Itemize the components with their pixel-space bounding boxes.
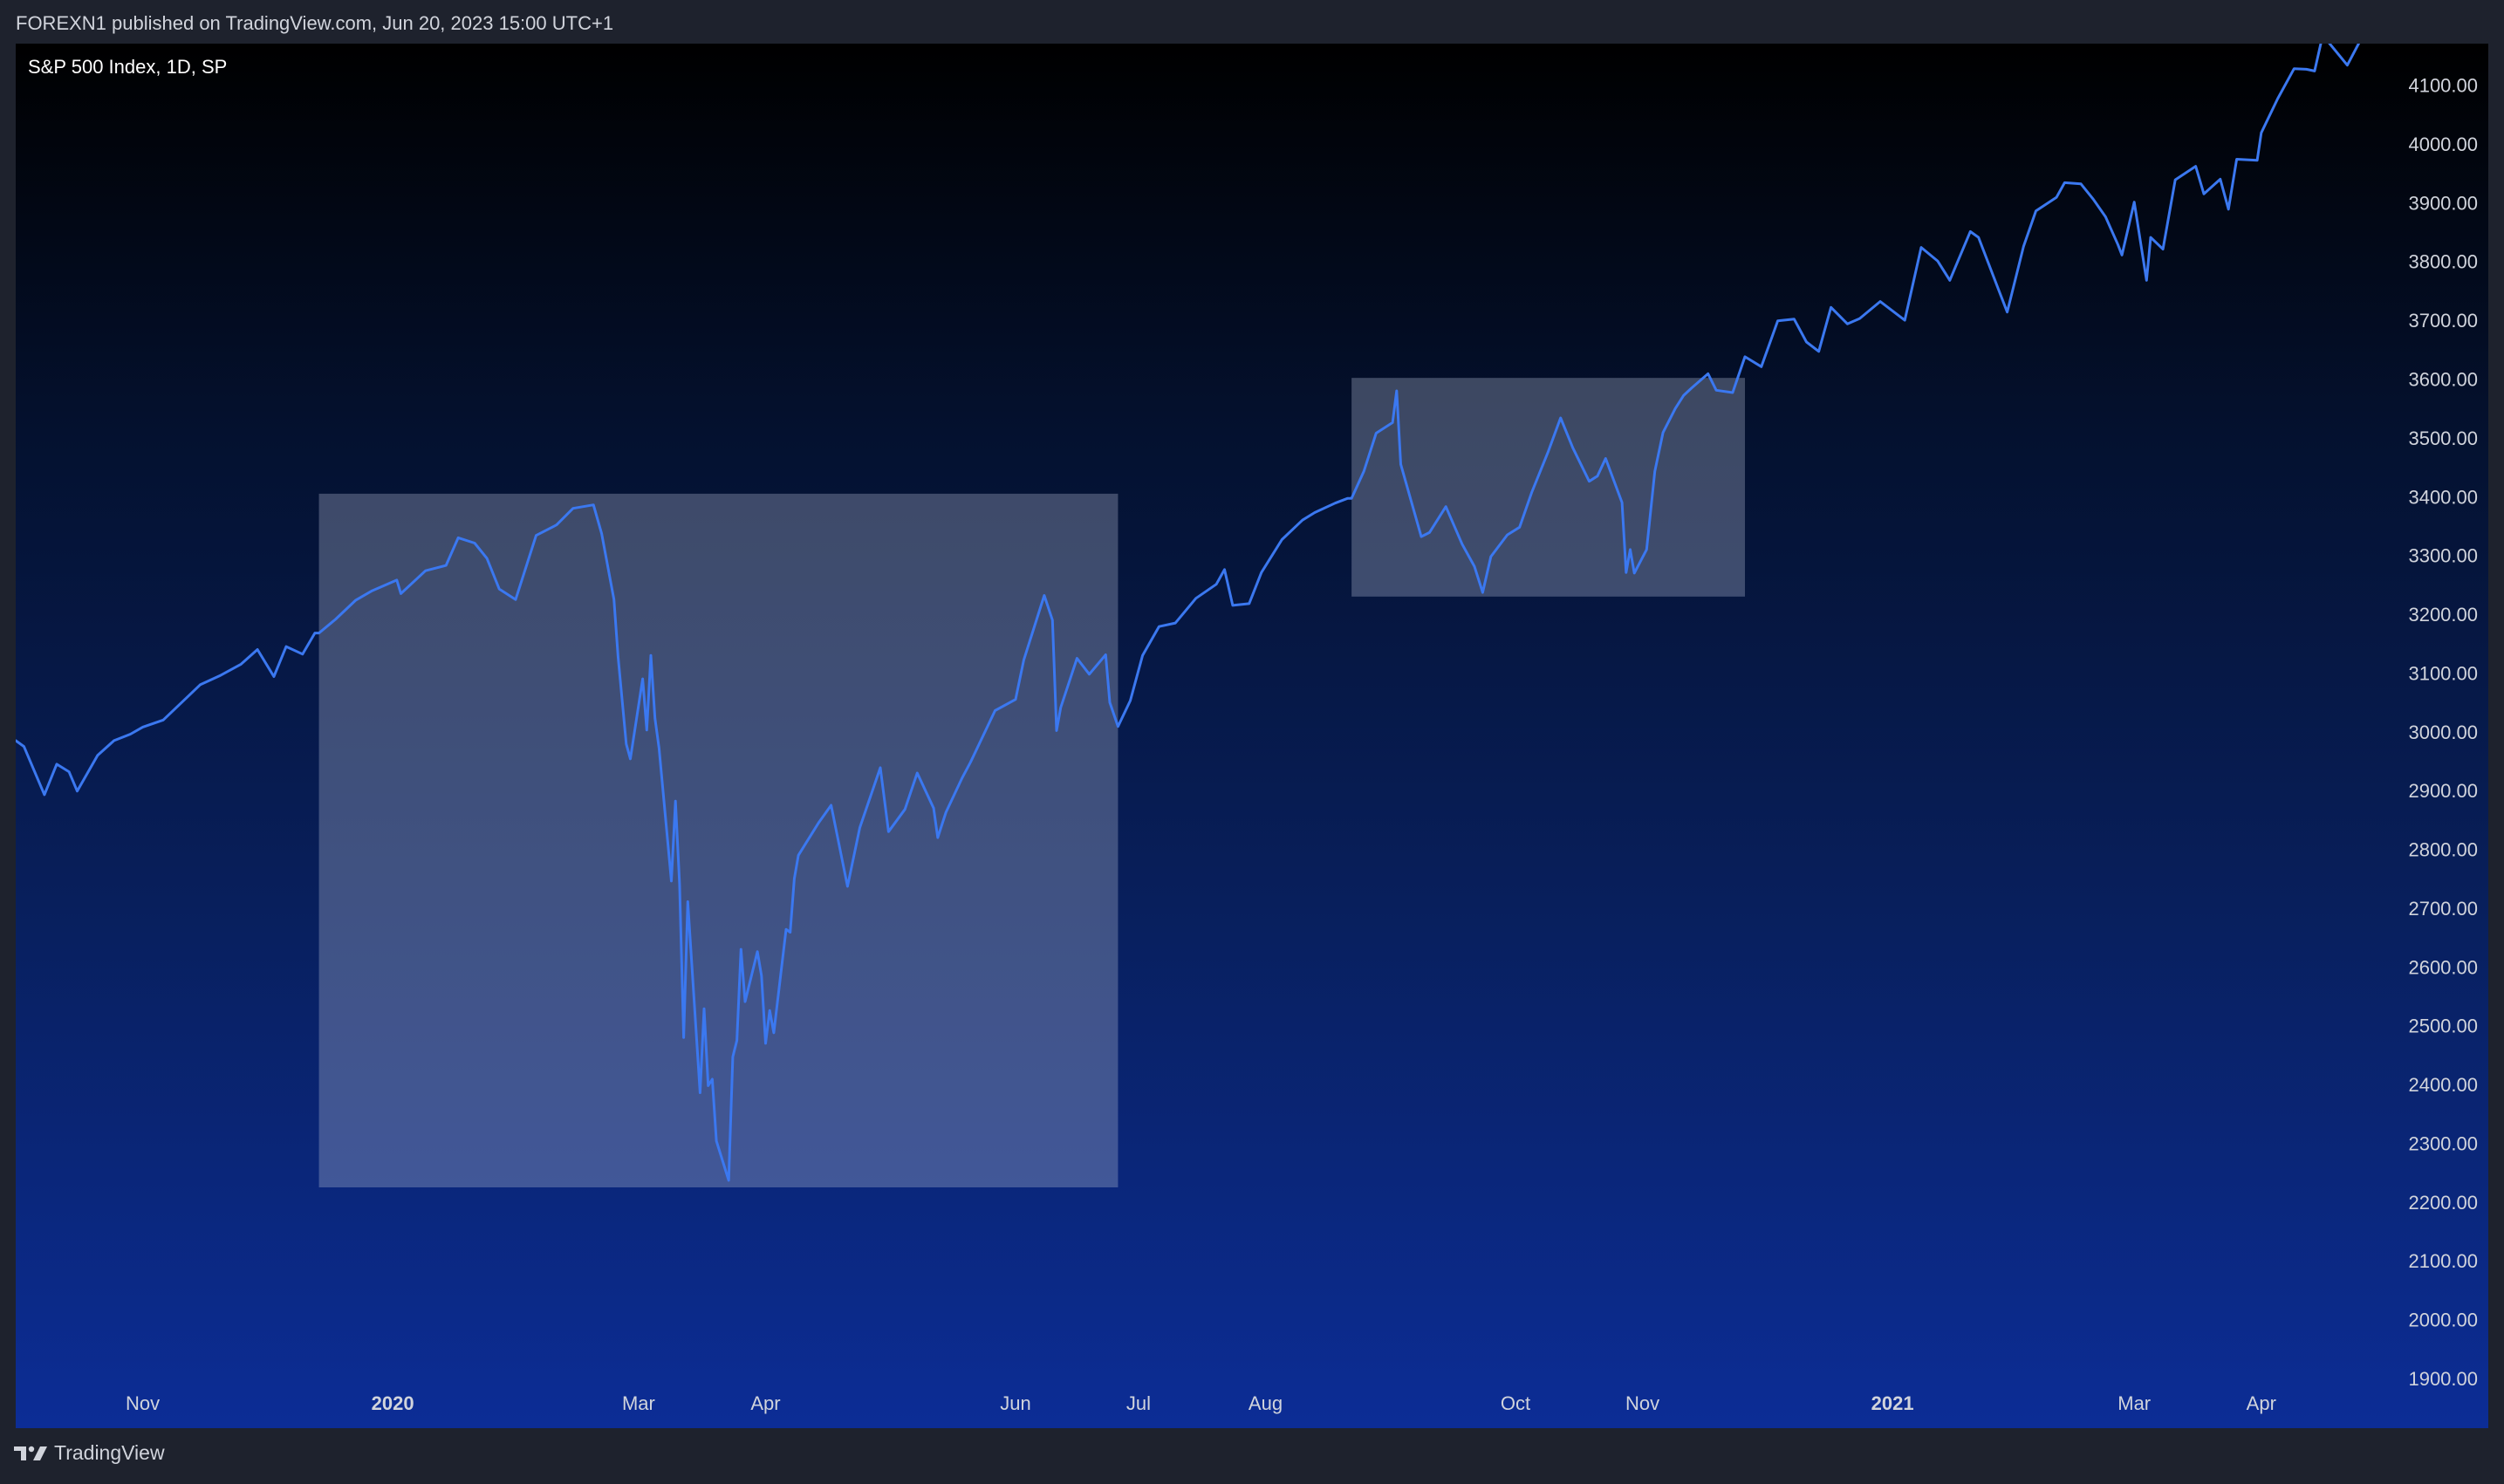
x-tick-label: 2020 <box>372 1392 414 1414</box>
price-axis[interactable]: 4100.00 4000.00 3900.00 3800.00 3700.00 3600.… <box>2408 75 2478 1390</box>
footer-brand-label: TradingView <box>54 1441 165 1464</box>
y-tick-label: 4100.00 <box>2408 75 2478 97</box>
x-tick-label: Jun <box>1000 1392 1030 1414</box>
y-tick-label: 3700.00 <box>2408 310 2478 332</box>
y-tick-label: 4000.00 <box>2408 133 2478 155</box>
y-tick-label: 2200.00 <box>2408 1192 2478 1214</box>
x-tick-label: Nov <box>1625 1392 1659 1414</box>
y-tick-label: 3100.00 <box>2408 662 2478 684</box>
y-tick-label: 2600.00 <box>2408 956 2478 978</box>
y-tick-label: 2400.00 <box>2408 1074 2478 1096</box>
y-tick-label: 3500.00 <box>2408 427 2478 449</box>
highlight-box-1[interactable] <box>318 493 1119 1188</box>
price-series-line[interactable] <box>16 44 2364 1182</box>
chart-svg[interactable]: 4100.00 4000.00 3900.00 3800.00 3700.00 3600.… <box>16 44 2488 1428</box>
tradingview-logo-icon <box>14 1446 47 1460</box>
y-tick-label: 3800.00 <box>2408 251 2478 273</box>
x-tick-label: Mar <box>2117 1392 2151 1414</box>
y-tick-label: 3600.00 <box>2408 368 2478 390</box>
y-tick-label: 1900.00 <box>2408 1368 2478 1390</box>
x-tick-label: Jul <box>1126 1392 1151 1414</box>
y-tick-label: 3000.00 <box>2408 721 2478 743</box>
y-tick-label: 3900.00 <box>2408 192 2478 214</box>
footer-brand[interactable]: TradingView <box>14 1441 165 1465</box>
y-tick-label: 2900.00 <box>2408 780 2478 802</box>
y-tick-label: 3400.00 <box>2408 486 2478 508</box>
time-axis[interactable]: Nov 2020 Mar Apr Jun Jul Aug Oct Nov 2021 Mar Apr <box>126 1392 2276 1414</box>
publisher-header: FOREXN1 published on TradingView.com, Ju… <box>16 12 614 34</box>
x-tick-label: Apr <box>750 1392 780 1414</box>
y-tick-label: 2300.00 <box>2408 1132 2478 1154</box>
y-tick-label: 3300.00 <box>2408 545 2478 567</box>
highlight-box-2[interactable] <box>1351 378 1746 597</box>
x-tick-label: Nov <box>126 1392 160 1414</box>
symbol-label[interactable]: S&P 500 Index, 1D, SP <box>28 56 228 78</box>
y-tick-label: 3200.00 <box>2408 604 2478 626</box>
x-tick-label: Oct <box>1501 1392 1530 1414</box>
y-tick-label: 2000.00 <box>2408 1310 2478 1331</box>
y-tick-label: 2500.00 <box>2408 1016 2478 1037</box>
y-tick-label: 2700.00 <box>2408 898 2478 920</box>
x-tick-label: 2021 <box>1871 1392 1914 1414</box>
y-tick-label: 2100.00 <box>2408 1250 2478 1272</box>
y-tick-label: 2800.00 <box>2408 839 2478 861</box>
highlight-boxes <box>318 378 1746 1188</box>
x-tick-label: Aug <box>1249 1392 1283 1414</box>
price-line-layer <box>16 44 2364 1182</box>
chart-area[interactable]: 4100.00 4000.00 3900.00 3800.00 3700.00 3600.… <box>16 44 2488 1428</box>
x-tick-label: Apr <box>2247 1392 2276 1414</box>
x-tick-label: Mar <box>622 1392 655 1414</box>
